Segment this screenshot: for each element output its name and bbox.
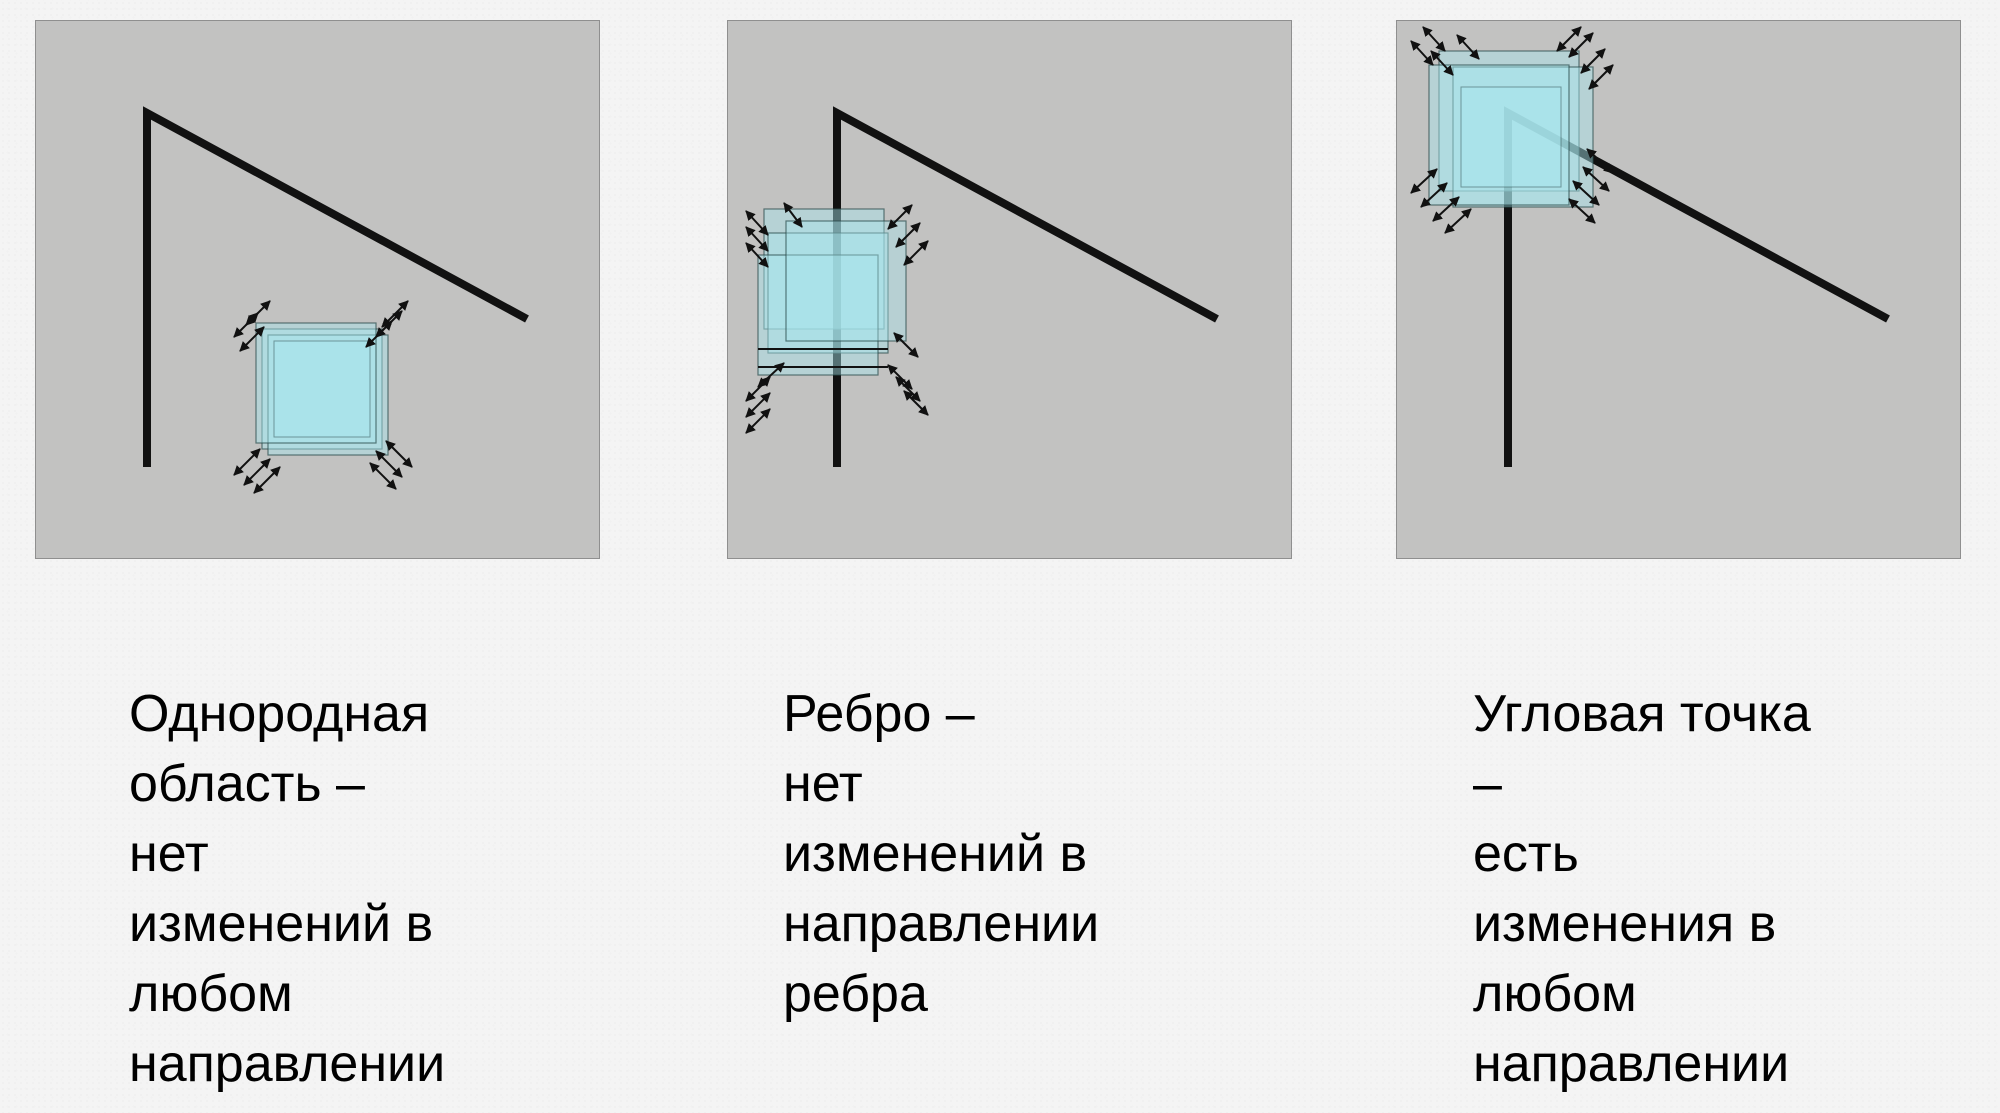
flat-region-caption: Однородная область – нет изменений в люб… [129,685,446,1093]
corner-caption: Угловая точка – есть изменения в любом н… [1473,685,1811,1093]
shift-arrows-icon [745,202,929,434]
shift-arrows-icon [1410,26,1614,234]
flat-region-illustration [143,106,529,494]
edge-panel [727,20,1292,559]
corner-panel [1396,20,1961,559]
window-icon [757,208,907,376]
flat-region-panel [35,20,600,559]
window-icon [255,322,389,456]
shift-arrows-icon [233,300,413,494]
corner-shape-line [143,106,529,467]
corner-illustration [1410,26,1890,467]
edge-illustration [745,106,1219,467]
window-icon [1428,50,1594,208]
edge-caption: Ребро – нет изменений в направлении ребр… [783,685,1100,1023]
